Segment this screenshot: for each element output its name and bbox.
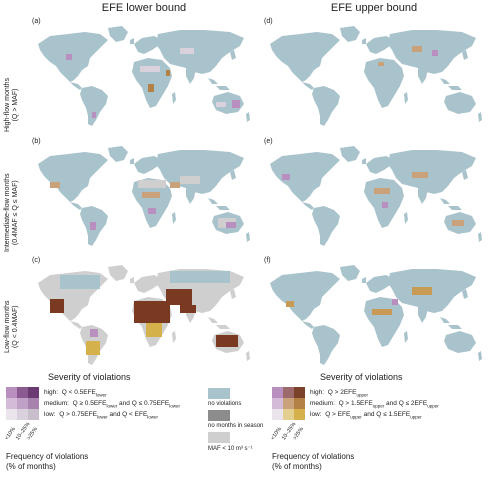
swatch-maf-low	[208, 432, 230, 443]
legend-cell	[6, 409, 17, 420]
severity-condition-post: and Q ≤ 2EFE	[384, 400, 428, 407]
row-label-low-flow: Low-flow months (Q < 0.4MAF)	[0, 255, 28, 365]
severity-sub: upper	[372, 403, 385, 409]
column-title-upper: EFE upper bound	[330, 2, 418, 14]
legend-cell	[272, 409, 283, 420]
legend-cell	[283, 409, 294, 420]
world-map	[38, 265, 250, 365]
panel-letter: (c)	[32, 257, 41, 264]
legend-upper: Severity of violations high: Q > 2EFEupp…	[270, 372, 498, 482]
map-panel-c: (c)	[30, 257, 252, 365]
column-title-lower: EFE lower bound	[101, 2, 187, 14]
severity-level: high:	[310, 389, 325, 396]
label-no-violations: no violations	[208, 401, 242, 407]
severity-sub: lower	[95, 392, 107, 398]
legend-cell	[283, 398, 294, 409]
severity-row-medium: medium: Q ≥ 0.5EFElower and Q ≤ 0.75EFEl…	[44, 400, 180, 408]
severity-level: medium:	[44, 400, 69, 407]
severity-sub: lower	[96, 414, 108, 420]
legend-cell	[6, 387, 17, 398]
legend-cell	[6, 398, 17, 409]
legend-cell	[272, 398, 283, 409]
severity-level: medium:	[310, 400, 335, 407]
panel-letter: (a)	[32, 18, 41, 25]
freq-label: <10%	[4, 426, 18, 442]
map-panel-e: (e)	[262, 138, 484, 246]
legend-cell	[294, 398, 305, 409]
world-map	[270, 26, 482, 126]
severity-condition-post: and Q < EFE	[107, 411, 148, 418]
row-label-line2: (Q > MAF)	[12, 88, 19, 122]
freq-label: <10%	[270, 426, 284, 442]
severity-level: low:	[310, 411, 322, 418]
severity-level: high:	[44, 389, 59, 396]
world-map	[270, 265, 482, 365]
panel-letter: (b)	[32, 138, 41, 145]
swatch-no-violations	[208, 388, 230, 399]
legend-cell	[28, 409, 39, 420]
severity-row-low: low: Q > EFEupper and Q ≤ 1.5EFEupper	[310, 411, 422, 419]
severity-condition: Q ≥ 0.5EFE	[72, 400, 107, 407]
world-map	[38, 26, 250, 126]
legend-cell	[28, 398, 39, 409]
row-label-high-flow: High-flow months (Q > MAF)	[0, 40, 28, 140]
freq-title: Frequency of violations (% of months)	[6, 452, 88, 472]
freq-title-line1: Frequency of violations	[6, 452, 89, 461]
panel-letter: (e)	[264, 138, 273, 145]
severity-row-low: low: Q > 0.75EFElower and Q < EFElower	[44, 411, 158, 419]
severity-condition-post: and Q ≤ 1.5EFE	[361, 411, 411, 418]
world-map	[38, 146, 250, 246]
severity-sub: upper	[350, 414, 362, 420]
panel-letter: (d)	[264, 18, 273, 25]
map-panel-d: (d)	[262, 18, 484, 126]
legend-cell	[283, 387, 294, 398]
legend-cell	[17, 387, 28, 398]
freq-title: Frequency of violations (% of months)	[272, 452, 354, 472]
severity-condition: Q > EFE	[325, 411, 351, 418]
legend-cell	[294, 409, 305, 420]
severity-condition: Q > 1.5EFE	[338, 400, 373, 407]
map-panel-a: (a)	[30, 18, 252, 126]
label-no-months: no months in season	[208, 423, 264, 429]
severity-row-high: high: Q > 2EFEupper	[310, 389, 368, 397]
severity-row-medium: medium: Q > 1.5EFEupper and Q ≤ 2EFEuppe…	[310, 400, 439, 408]
row-label-line2: (Q < 0.4MAF)	[12, 305, 19, 349]
severity-condition: Q > 0.75EFE	[59, 411, 97, 418]
severity-title: Severity of violations	[320, 372, 403, 382]
freq-title-line1: Frequency of violations	[272, 452, 355, 461]
swatch-no-months	[208, 410, 230, 421]
severity-level: low:	[44, 411, 56, 418]
legend-cell	[17, 398, 28, 409]
row-label-intermediate-flow: Intermediate-flow months (0.4MAF ≤ Q ≤ M…	[0, 140, 28, 252]
row-label-line1: High-flow months	[4, 77, 11, 132]
row-label-line2: (0.4MAF ≤ Q ≤ MAF)	[12, 180, 19, 246]
legend-cell	[272, 387, 283, 398]
legend-cell	[17, 409, 28, 420]
world-map	[270, 146, 482, 246]
severity-sub: upper	[356, 392, 368, 398]
severity-sub: lower	[106, 403, 118, 409]
row-label-line1: Low-flow months	[4, 300, 11, 353]
severity-condition: Q < 0.5EFE	[61, 389, 96, 396]
severity-row-high: high: Q < 0.5EFElower	[44, 389, 107, 397]
severity-condition-post: and Q ≤ 0.75EFE	[117, 400, 170, 407]
panel-letter: (f)	[264, 257, 271, 264]
freq-title-line2: (% of months)	[6, 462, 56, 471]
severity-sub2: lower	[147, 414, 159, 420]
freq-title-line2: (% of months)	[272, 462, 322, 471]
severity-sub2: upper	[410, 414, 422, 420]
severity-sub2: lower	[169, 403, 180, 409]
severity-title: Severity of violations	[48, 372, 131, 382]
legend-lower: Severity of violations high: Q < 0.5EFEl…	[4, 372, 263, 482]
row-label-line1: Intermediate-flow months	[4, 173, 11, 252]
legend-cell	[294, 387, 305, 398]
map-panel-b: (b)	[30, 138, 252, 246]
severity-sub2: upper	[427, 403, 439, 409]
legend-cell	[28, 387, 39, 398]
label-maf-low: MAF < 10 m³ s⁻¹	[208, 446, 253, 452]
map-panel-f: (f)	[262, 257, 484, 365]
severity-condition: Q > 2EFE	[327, 389, 357, 396]
